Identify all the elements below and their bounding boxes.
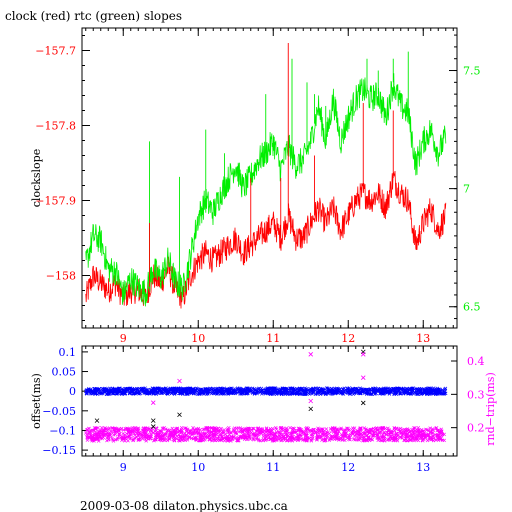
bottom-yleft-tick-label: −0.1 <box>49 424 76 437</box>
bottom-yright-tick-label: 0.3 <box>467 388 485 401</box>
top-x-tick-label: 13 <box>416 332 430 345</box>
series-rnd-trip <box>84 425 446 443</box>
bottom-x-tick-label: 10 <box>191 461 205 474</box>
bottom-x-tick-label: 12 <box>341 461 355 474</box>
outlier-point <box>308 352 314 357</box>
top-panel: 9 10 11 12 13 −157.7 −157.8 −157.9 −158 6.5 7 7.5 cl… <box>30 27 481 345</box>
top-x-tick-label: 9 <box>120 332 127 345</box>
top-yleft-tick-label: −157.7 <box>35 45 76 58</box>
top-y-axis-label: clockslope <box>30 149 43 207</box>
bottom-x-tick-label: 11 <box>266 461 280 474</box>
series-line-clock <box>85 170 447 309</box>
series-offset <box>84 386 448 397</box>
bottom-yleft-tick-label: 0 <box>69 385 76 398</box>
chart-title: clock (red) rtc (green) slopes <box>5 9 182 23</box>
outlier-point <box>177 412 182 418</box>
bottom-y-axis-label-right: rnd−trip(ms) <box>484 372 497 446</box>
outlier-point <box>308 398 314 404</box>
top-yright-tick-label: 6.5 <box>463 301 481 314</box>
outlier-point <box>94 418 100 423</box>
bottom-plot-frame <box>81 345 458 457</box>
bottom-y-axis-label-left: offset(ms) <box>30 373 43 429</box>
bottom-yleft-tick-label: 0.05 <box>52 366 77 379</box>
bottom-x-tick-label: 13 <box>416 461 430 474</box>
bottom-yright-tick-label: 0.4 <box>467 355 485 368</box>
outlier-point <box>360 352 366 357</box>
outlier-point <box>360 375 366 380</box>
outlier-point <box>150 424 156 429</box>
top-yright-tick-label: 7 <box>463 183 470 196</box>
top-yleft-tick-label: −158 <box>46 270 76 283</box>
outlier-point <box>177 378 182 384</box>
top-yright-tick-label: 7.5 <box>463 65 481 78</box>
top-x-tick-label: 10 <box>191 332 205 345</box>
series-points <box>84 386 448 397</box>
top-yleft-tick-label: −157.8 <box>35 120 76 133</box>
top-yleft-tick-label: −157.9 <box>35 195 76 208</box>
bottom-yleft-tick-label: −0.15 <box>42 444 76 457</box>
top-x-tick-label: 11 <box>266 332 280 345</box>
bottom-yright-tick-label: 0.2 <box>467 422 485 435</box>
outlier-point <box>150 418 156 423</box>
bottom-panel: 9 10 11 12 13 0.1 0.05 0 −0.05 −0.1 −0.15 0.4 0.3 0.2… <box>30 345 497 474</box>
outlier-point <box>308 406 314 412</box>
outlier-point <box>150 400 156 405</box>
bottom-yleft-tick-label: −0.05 <box>42 405 76 418</box>
footer-label: 2009-03-08 dilaton.physics.ubc.ca <box>80 499 288 512</box>
series-points <box>84 425 446 443</box>
top-x-tick-label: 12 <box>341 332 355 345</box>
bottom-yleft-tick-label: 0.1 <box>59 346 77 359</box>
bottom-x-tick-label: 9 <box>120 461 127 474</box>
top-plot-frame <box>81 27 458 329</box>
outlier-point <box>360 400 366 406</box>
